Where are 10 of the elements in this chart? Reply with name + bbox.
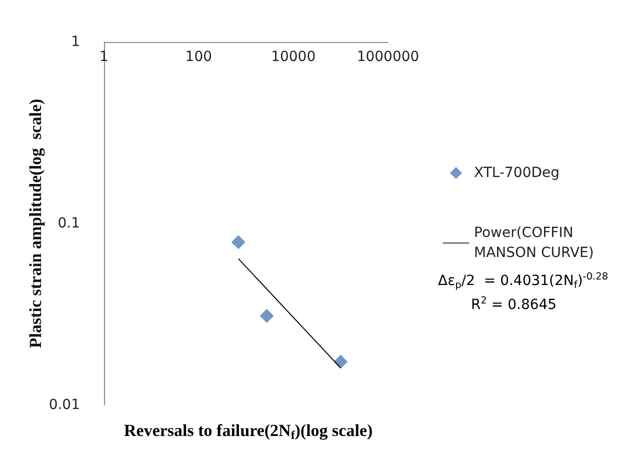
x-tick-label: 1000000 <box>356 49 420 65</box>
legend-label: XTL-700Deg <box>474 165 560 181</box>
legend-label: Power(COFFIN MANSON CURVE) <box>474 225 594 261</box>
x-tick-label: 10000 <box>271 49 316 65</box>
y-tick-label: 0.1 <box>58 216 80 232</box>
y-axis-title: Plastic strain amplitude(log scale) <box>26 98 45 348</box>
y-tick-label: 0.01 <box>48 397 80 413</box>
x-tick-label: 100 <box>185 49 212 65</box>
x-tick-label: 1 <box>100 49 108 65</box>
y-tick-label: 1 <box>71 34 80 50</box>
